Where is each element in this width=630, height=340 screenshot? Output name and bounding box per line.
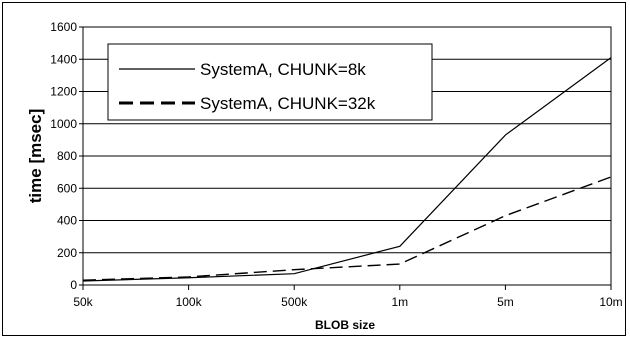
y-axis-label: time [msec] — [26, 109, 45, 203]
legend-label-series-2: SystemA, CHUNK=32k — [200, 94, 376, 113]
series-line-1 — [82, 57, 612, 282]
x-tick-label: 100k — [176, 295, 203, 309]
y-tick-label: 800 — [57, 149, 77, 163]
x-tick-labels: 50k 100k 500k 1m 5m 10m — [73, 285, 623, 309]
y-tick-label: 0 — [70, 278, 77, 292]
plot-area-border — [82, 26, 612, 286]
y-tick-label: 600 — [57, 181, 77, 195]
legend: SystemA, CHUNK=8k SystemA, CHUNK=32k — [107, 43, 433, 121]
x-tick-label: 50k — [73, 295, 93, 309]
y-tick-label: 1200 — [50, 85, 77, 99]
y-tick-label: 400 — [57, 214, 77, 228]
y-tick-label: 1600 — [50, 20, 77, 34]
y-tick-label: 1400 — [50, 52, 77, 66]
x-tick-label: 5m — [497, 295, 514, 309]
y-tick-label: 1000 — [50, 117, 77, 131]
legend-box — [107, 43, 433, 121]
series-lines — [82, 57, 612, 282]
series-line-2 — [82, 176, 612, 281]
x-tick-label: 500k — [281, 295, 308, 309]
y-tick-label: 200 — [57, 246, 77, 260]
x-tick-label: 1m — [391, 295, 408, 309]
y-tick-labels: 0 200 400 600 800 1000 1200 1400 1600 — [50, 20, 83, 292]
x-tick-label: 10m — [599, 295, 622, 309]
legend-label-series-1: SystemA, CHUNK=8k — [200, 60, 366, 79]
x-axis-label: BLOB size — [315, 318, 375, 332]
